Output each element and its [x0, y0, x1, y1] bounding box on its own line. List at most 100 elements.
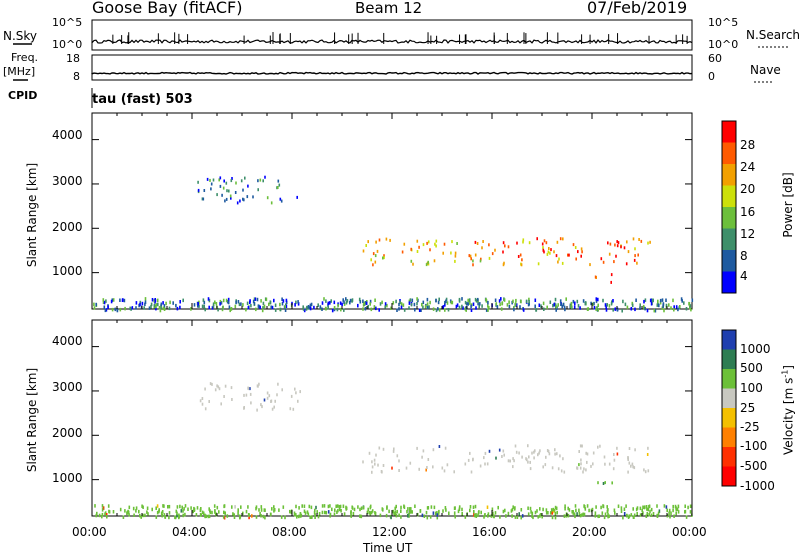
echo-cell	[281, 297, 283, 301]
echo-cell	[215, 302, 218, 306]
echo-cell	[451, 240, 453, 244]
echo-cell	[393, 511, 395, 516]
echo-cell	[147, 512, 149, 516]
echo-cell	[576, 299, 579, 304]
echo-cell	[547, 511, 549, 515]
xaxis-label: Time UT	[363, 541, 413, 555]
echo-cell	[620, 506, 623, 510]
echo-cell	[527, 444, 529, 448]
echo-cell	[639, 506, 642, 511]
velocity-cb-tick-2: 100	[740, 381, 763, 395]
echo-cell	[477, 513, 479, 517]
echo-cell	[342, 298, 344, 302]
echo-cell	[218, 510, 220, 514]
echo-cell	[595, 307, 597, 311]
echo-cell	[673, 308, 675, 312]
echo-cell	[214, 388, 217, 392]
echo-cell	[575, 257, 577, 261]
echo-cell	[269, 300, 272, 305]
echo-cell	[369, 302, 371, 306]
echo-cell	[627, 515, 630, 519]
echo-cell	[445, 508, 447, 512]
echo-cell	[398, 302, 400, 307]
echo-cell	[128, 505, 131, 510]
echo-cell	[604, 462, 606, 466]
echo-cell	[454, 254, 457, 258]
echo-cell	[318, 512, 321, 516]
echo-cell	[223, 395, 225, 398]
echo-cell	[613, 260, 615, 264]
echo-cell	[520, 263, 523, 267]
echo-cell	[426, 297, 429, 302]
echo-cell	[416, 297, 418, 301]
echo-cell	[649, 298, 652, 303]
echo-cell	[581, 444, 583, 448]
echo-cell	[257, 188, 259, 192]
echo-cell	[107, 305, 109, 309]
echo-cell	[133, 513, 135, 517]
echo-cell	[670, 511, 672, 515]
echo-cell	[219, 302, 221, 306]
echo-cell	[625, 504, 627, 508]
echo-cell	[473, 513, 476, 518]
echo-cell	[155, 515, 158, 519]
echo-cell	[105, 299, 107, 303]
echo-cell	[495, 456, 497, 460]
echo-cell	[542, 465, 544, 469]
echo-cell	[435, 298, 437, 303]
echo-cell	[337, 303, 339, 308]
echo-cell	[531, 451, 533, 455]
echo-cell	[353, 507, 356, 512]
echo-cell	[158, 509, 160, 514]
echo-cell	[298, 514, 300, 519]
echo-cell	[567, 253, 569, 257]
echo-cell	[313, 511, 316, 515]
echo-cell	[538, 451, 540, 455]
echo-cell	[606, 509, 609, 514]
echo-cell	[389, 238, 391, 242]
echo-cell	[691, 298, 694, 302]
echo-cell	[242, 188, 244, 192]
echo-cell	[271, 407, 274, 411]
echo-cell	[444, 506, 447, 510]
echo-cell	[219, 184, 222, 188]
echo-cell	[445, 297, 448, 302]
echo-cell	[304, 511, 307, 515]
echo-cell	[247, 513, 250, 517]
echo-cell	[548, 247, 550, 250]
echo-cell	[573, 305, 576, 309]
echo-cell	[583, 467, 585, 471]
echo-cell	[488, 306, 490, 310]
echo-cell	[521, 514, 524, 518]
echo-cell	[410, 247, 412, 251]
echo-cell	[623, 246, 626, 250]
echo-cell	[522, 308, 525, 312]
echo-cell	[581, 513, 583, 517]
echo-cell	[627, 456, 629, 459]
echo-cell	[204, 387, 206, 391]
echo-cell	[338, 507, 341, 512]
cpid-label: CPID	[8, 89, 38, 102]
echo-cell	[551, 515, 554, 520]
echo-cell	[385, 237, 388, 241]
freq-trace	[91, 71, 693, 75]
echo-cell	[614, 243, 616, 247]
echo-cell	[179, 504, 181, 509]
echo-cell	[580, 458, 582, 462]
echo-cell	[467, 298, 469, 303]
echo-cell	[161, 510, 164, 514]
echo-cell	[159, 308, 162, 313]
echo-cell	[436, 515, 439, 520]
echo-cell	[472, 263, 474, 267]
echo-cell	[639, 306, 641, 310]
echo-cell	[394, 510, 397, 514]
echo-cell	[172, 301, 174, 305]
power-colorbar-swatch	[722, 250, 736, 272]
echo-cell	[647, 241, 649, 245]
echo-cell	[559, 454, 561, 458]
echo-cell	[563, 514, 566, 518]
echo-cell	[650, 302, 653, 306]
echo-cell	[658, 509, 661, 513]
echo-cell	[595, 297, 598, 301]
echo-cell	[591, 507, 594, 512]
